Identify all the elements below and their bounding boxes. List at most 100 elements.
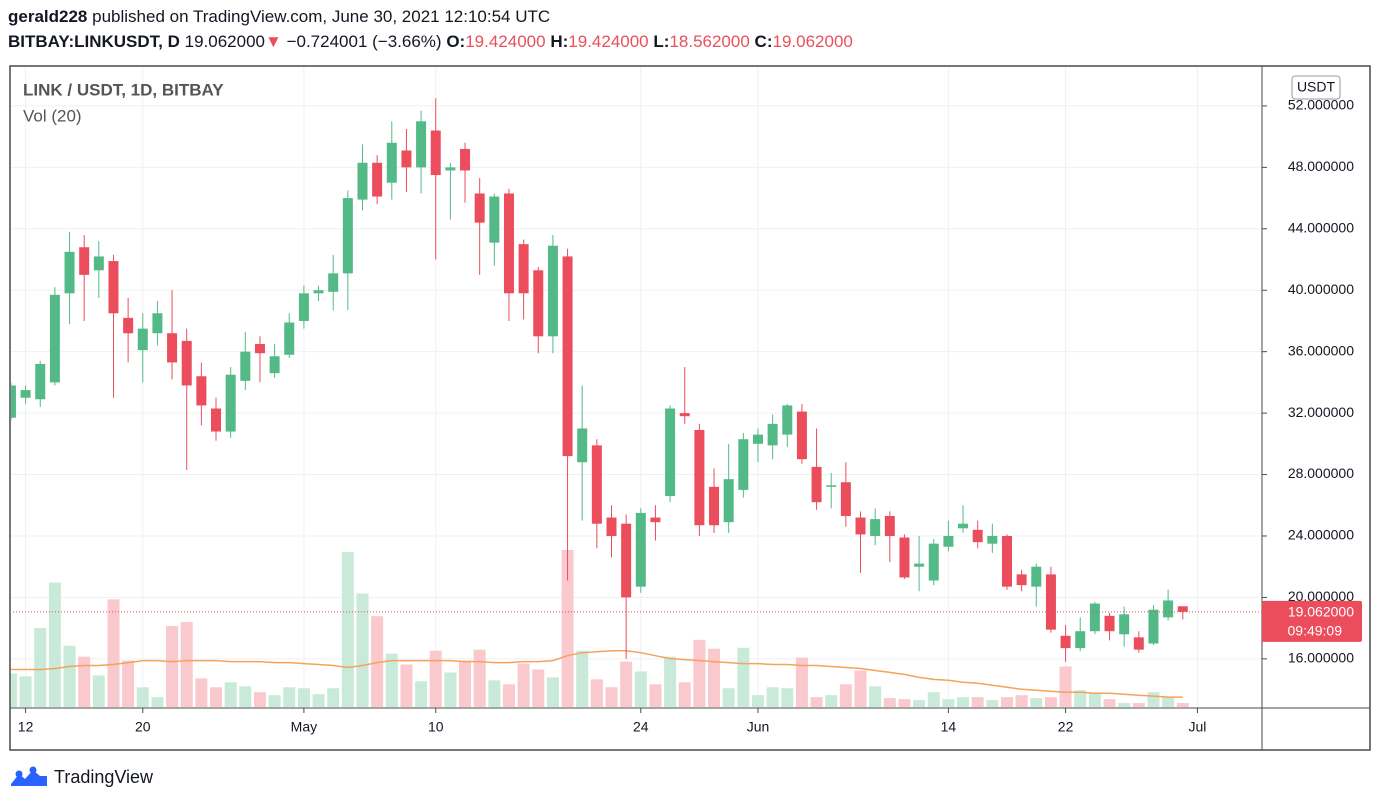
candle-body <box>1119 614 1130 635</box>
y-tick-label: 48.000000 <box>1288 158 1354 174</box>
down-arrow: ▼ <box>265 32 282 51</box>
volume-bar <box>239 686 252 707</box>
volume-bar <box>971 697 984 707</box>
candle-body <box>35 363 46 400</box>
symbol: BITBAY:LINKUSDT, D <box>8 32 180 51</box>
candle-body <box>811 466 822 503</box>
ohlc-value: 18.562000 <box>669 32 750 51</box>
candle-body <box>123 317 134 334</box>
candle-body <box>914 563 925 567</box>
volume-bar <box>810 697 823 707</box>
y-tick-label: 44.000000 <box>1288 220 1354 236</box>
ohlc-key: C: <box>754 32 773 51</box>
x-tick-label: 10 <box>428 719 444 735</box>
candle-body <box>650 517 661 523</box>
candle-layer <box>11 98 1188 662</box>
volume-bar <box>649 684 662 707</box>
candle-body <box>562 256 573 457</box>
candle-body <box>1089 603 1100 632</box>
volume-bar <box>839 684 852 707</box>
brand: TradingView <box>54 766 154 787</box>
volume-bar <box>883 698 896 707</box>
candle-body <box>679 413 690 417</box>
footer: TradingView <box>10 766 153 788</box>
volume-bar <box>766 687 779 707</box>
candle-body <box>870 519 881 536</box>
volume-bar <box>385 653 398 707</box>
candle-body <box>489 196 500 243</box>
ohlc: O:19.424000 H:19.424000 L:18.562000 C:19… <box>446 32 853 51</box>
volume-bar <box>1015 695 1028 707</box>
candle-body <box>137 328 148 351</box>
x-tick-label: 12 <box>18 719 34 735</box>
ohlc-value: 19.062000 <box>772 32 853 51</box>
volume-bar <box>986 700 999 707</box>
candle-body <box>342 198 353 274</box>
published: published on TradingView.com, June 30, 2… <box>92 7 551 26</box>
publish-line: gerald228 published on TradingView.com, … <box>8 7 550 27</box>
volume-bar <box>224 682 237 707</box>
volume-bar <box>620 661 633 707</box>
volume-bar <box>283 687 296 707</box>
volume-bar <box>795 657 808 707</box>
candle-body <box>1075 631 1086 649</box>
volume-bar <box>429 650 442 707</box>
x-tick-label: 24 <box>633 719 649 735</box>
candle-body <box>240 351 251 381</box>
volume-bar <box>693 639 706 707</box>
axes: 16.000000 20.000000 24.000000 28.000000 32.0… <box>10 97 1362 735</box>
volume-bar <box>1044 697 1057 707</box>
ohlc-key: O: <box>446 32 466 51</box>
currency-box <box>1291 75 1341 100</box>
candle-body <box>635 512 646 587</box>
volume-bar <box>1059 666 1072 707</box>
candle-body <box>796 411 807 460</box>
candle-body <box>591 445 602 524</box>
y-tick-label: 24.000000 <box>1288 527 1354 543</box>
volume-layer <box>11 550 1189 707</box>
candle-body <box>665 408 676 497</box>
candle-body <box>416 121 427 168</box>
volume-bar <box>151 697 164 707</box>
candle-body <box>723 479 734 523</box>
candle-body <box>782 405 793 435</box>
candle-body <box>11 385 16 418</box>
candle-body <box>225 374 236 432</box>
x-tick-label: Jun <box>747 719 770 735</box>
candle-body <box>928 543 939 581</box>
volume-bar <box>327 688 340 707</box>
candle-body <box>826 485 837 487</box>
candle-body <box>298 293 309 321</box>
x-tick-label: May <box>291 719 317 735</box>
volume-bar <box>400 664 413 707</box>
y-tick-label: 40.000000 <box>1288 281 1354 297</box>
candle-body <box>694 430 705 526</box>
volume-bar <box>297 688 310 707</box>
candle-body <box>49 294 60 383</box>
volume-bar <box>341 551 354 707</box>
x-tick-label: 22 <box>1058 719 1074 735</box>
frame <box>9 65 1371 751</box>
volume-bar <box>488 680 501 707</box>
volume-bar <box>459 660 472 707</box>
volume-bar <box>34 628 47 707</box>
candle-body <box>20 390 31 398</box>
candle-body <box>460 148 471 171</box>
volume-bar <box>751 695 764 707</box>
candle-body <box>606 517 617 536</box>
volume-bar <box>913 700 926 707</box>
candle-body <box>181 340 192 386</box>
author: gerald228 <box>8 7 88 26</box>
volume-bar <box>1088 693 1101 707</box>
candle-body <box>1031 566 1042 587</box>
volume-bar <box>1132 703 1145 707</box>
volume-bar <box>708 648 721 707</box>
volume-ma <box>11 649 1183 698</box>
last-price-box <box>1262 600 1362 642</box>
logo <box>11 766 47 786</box>
y-tick-label: 28.000000 <box>1288 465 1354 481</box>
candle-body <box>1163 600 1174 618</box>
volume-bar <box>63 645 76 707</box>
volume-bar <box>1103 699 1116 707</box>
